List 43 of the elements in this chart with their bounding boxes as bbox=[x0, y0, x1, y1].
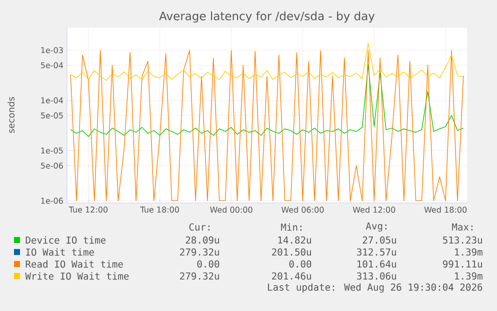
y-tick-label: 1e-03 bbox=[41, 47, 63, 54]
text: Avg: bbox=[366, 222, 386, 232]
y-axis-title: seconds bbox=[8, 97, 14, 133]
text: 201.46u bbox=[272, 272, 311, 280]
y-tick-label: 1e-06 bbox=[41, 198, 63, 204]
y-tick-label: 5e-04 bbox=[41, 62, 64, 68]
x-tick-label: Wed 18:00 bbox=[424, 206, 467, 213]
y-tick-label: 1e-05 bbox=[41, 147, 63, 154]
text: 101.64u bbox=[358, 260, 396, 268]
text: 28.09u bbox=[186, 236, 219, 244]
text: 1.39m bbox=[455, 248, 482, 256]
line-series bbox=[70, 50, 464, 202]
legend-label: IO Wait time bbox=[26, 248, 94, 256]
x-tick-label: Wed 06:00 bbox=[281, 206, 324, 213]
x-tick-label: Tue 18:00 bbox=[140, 206, 179, 213]
text: 279.32u bbox=[180, 248, 219, 256]
text: 0.00 bbox=[197, 260, 220, 268]
y-tick-label: 5e-05 bbox=[41, 112, 63, 118]
text: 313.06u bbox=[356, 272, 396, 280]
x-tick-label: Tue 12:00 bbox=[68, 206, 108, 213]
x-tick-label: Wed 12:00 bbox=[352, 206, 396, 213]
chart-title: Average latency for /dev/sda - by day bbox=[159, 11, 375, 23]
legend-label: Write IO Wait time bbox=[25, 272, 129, 280]
text: 991.11u bbox=[442, 260, 482, 268]
text: 513.23u bbox=[443, 236, 482, 244]
legend-label: Read IO Wait time bbox=[26, 260, 123, 268]
text: 0.00 bbox=[289, 260, 312, 268]
x-tick-label: Wed 00:00 bbox=[210, 206, 252, 213]
text: 27.05u bbox=[362, 236, 396, 244]
text: Min: bbox=[281, 223, 302, 231]
text: 312.57u bbox=[356, 248, 396, 256]
line-series bbox=[70, 64, 464, 137]
y-tick-label: 5e-06 bbox=[41, 162, 63, 169]
legend-label: Device IO time bbox=[26, 236, 106, 244]
line-series bbox=[70, 42, 464, 81]
text: 279.32u bbox=[180, 272, 219, 280]
text: Max: bbox=[452, 223, 472, 231]
text: 1.39m bbox=[455, 272, 482, 280]
text: 14.82u bbox=[278, 236, 311, 244]
y-tick-label: 1e-04 bbox=[41, 97, 64, 104]
text: Last update: Wed Aug 26 19:30:04 2026 bbox=[268, 283, 482, 293]
text: 201.50u bbox=[272, 248, 311, 256]
text: Cur: bbox=[189, 223, 210, 231]
